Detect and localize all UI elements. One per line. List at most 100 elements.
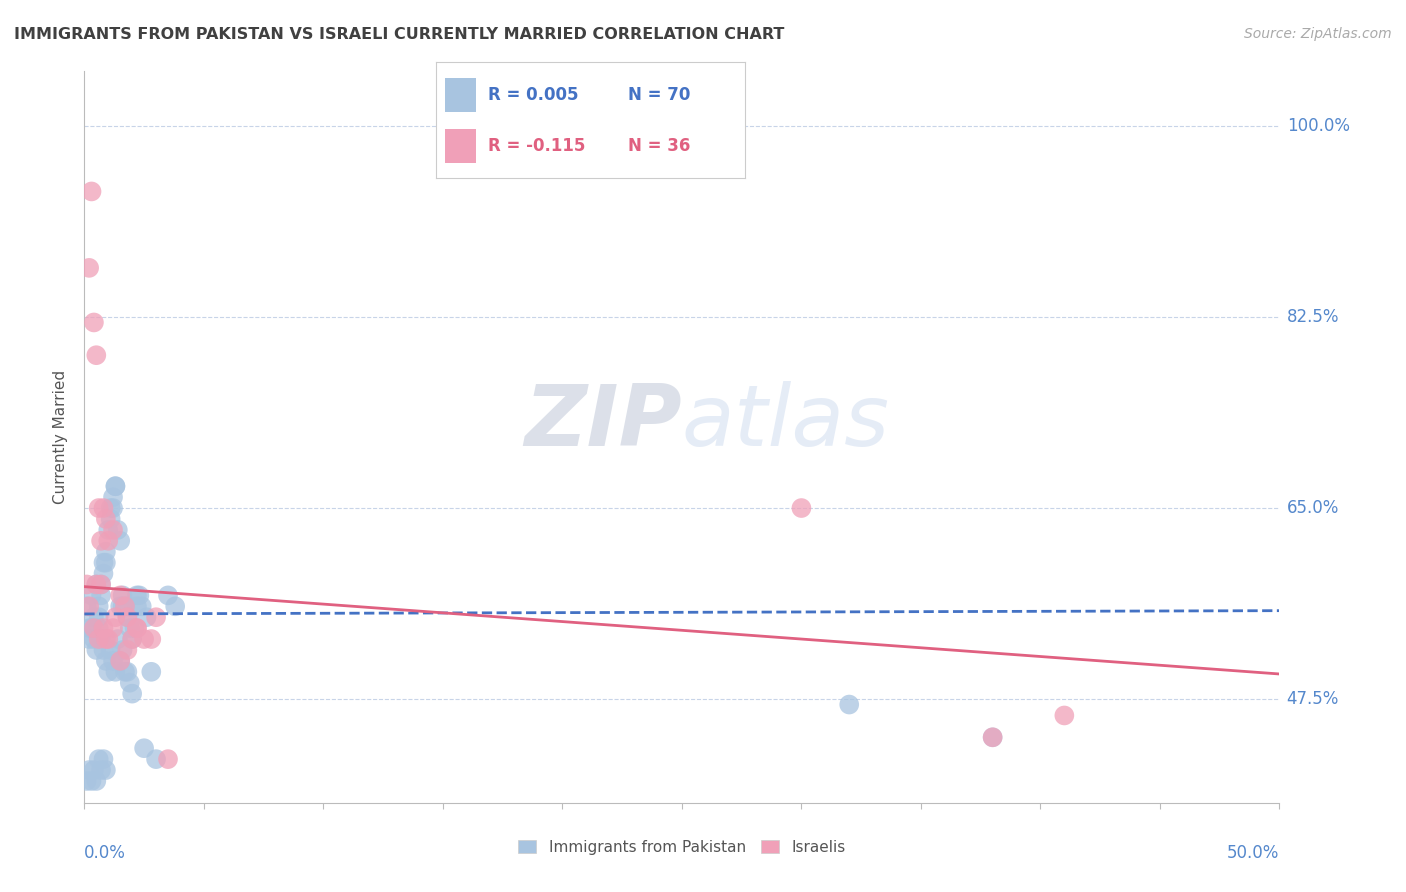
Point	[87, 621, 110, 635]
Point	[132, 632, 156, 646]
Point	[104, 610, 127, 624]
Point	[104, 665, 127, 679]
Text: R = 0.005: R = 0.005	[488, 86, 579, 103]
Point	[125, 588, 148, 602]
Legend: Immigrants from Pakistan, Israelis: Immigrants from Pakistan, Israelis	[512, 834, 852, 861]
Point	[104, 479, 127, 493]
Point	[981, 731, 1004, 745]
Point	[80, 774, 103, 789]
Point	[125, 621, 148, 635]
Point	[107, 523, 129, 537]
Text: 100.0%: 100.0%	[1286, 117, 1350, 135]
Point	[101, 523, 124, 537]
Point	[97, 632, 120, 646]
Point	[86, 577, 108, 591]
Point	[132, 741, 156, 756]
Point	[77, 621, 100, 635]
Point	[101, 501, 124, 516]
Point	[121, 632, 143, 646]
Point	[86, 774, 108, 789]
Point	[86, 643, 108, 657]
Point	[76, 577, 98, 591]
Point	[77, 632, 100, 646]
Bar	[446, 78, 477, 112]
Y-axis label: Currently Married: Currently Married	[53, 370, 69, 504]
Point	[94, 654, 117, 668]
Point	[110, 654, 132, 668]
Point	[83, 610, 105, 624]
Text: ZIP: ZIP	[524, 381, 682, 464]
Point	[90, 763, 112, 777]
Point	[90, 577, 112, 591]
Point	[118, 675, 141, 690]
Text: 0.0%: 0.0%	[84, 845, 127, 863]
Point	[125, 621, 148, 635]
Point	[128, 588, 150, 602]
Point	[93, 752, 115, 766]
Point	[104, 479, 127, 493]
Point	[838, 698, 860, 712]
Point	[80, 621, 103, 635]
Point	[157, 588, 180, 602]
Point	[111, 588, 134, 602]
Text: Source: ZipAtlas.com: Source: ZipAtlas.com	[1244, 27, 1392, 41]
Point	[93, 566, 115, 581]
Point	[83, 621, 105, 635]
Point	[97, 665, 120, 679]
Point	[100, 643, 122, 657]
Point	[87, 632, 110, 646]
Point	[981, 731, 1004, 745]
Point	[141, 665, 163, 679]
Point	[87, 752, 110, 766]
Point	[145, 610, 167, 624]
Text: N = 36: N = 36	[627, 137, 690, 155]
Point	[145, 752, 167, 766]
Point	[94, 632, 117, 646]
Point	[80, 588, 103, 602]
Point	[83, 315, 105, 329]
Point	[86, 348, 108, 362]
Text: N = 70: N = 70	[627, 86, 690, 103]
Point	[77, 599, 100, 614]
Point	[107, 632, 129, 646]
Point	[93, 556, 115, 570]
Point	[87, 610, 110, 624]
Point	[118, 621, 141, 635]
Point	[93, 621, 115, 635]
Point	[114, 665, 136, 679]
Point	[101, 654, 124, 668]
Point	[110, 588, 132, 602]
Point	[117, 610, 139, 624]
Point	[121, 687, 143, 701]
Point	[94, 512, 117, 526]
Point	[101, 490, 124, 504]
Point	[87, 599, 110, 614]
Point	[86, 577, 108, 591]
Text: atlas: atlas	[682, 381, 890, 464]
Point	[83, 632, 105, 646]
Point	[94, 556, 117, 570]
Point	[101, 621, 124, 635]
Point	[90, 533, 112, 548]
Point	[117, 665, 139, 679]
Point	[1053, 708, 1076, 723]
Point	[77, 260, 100, 275]
Point	[121, 632, 143, 646]
Bar	[446, 128, 477, 163]
Point	[76, 774, 98, 789]
Text: 82.5%: 82.5%	[1286, 308, 1339, 326]
Point	[77, 763, 100, 777]
Point	[87, 501, 110, 516]
Point	[97, 523, 120, 537]
Point	[110, 654, 132, 668]
Point	[114, 599, 136, 614]
Point	[93, 501, 115, 516]
Point	[97, 533, 120, 548]
Point	[94, 763, 117, 777]
Point	[83, 763, 105, 777]
Point	[90, 632, 112, 646]
Point	[117, 610, 139, 624]
Point	[111, 599, 134, 614]
Point	[157, 752, 180, 766]
Point	[125, 599, 148, 614]
